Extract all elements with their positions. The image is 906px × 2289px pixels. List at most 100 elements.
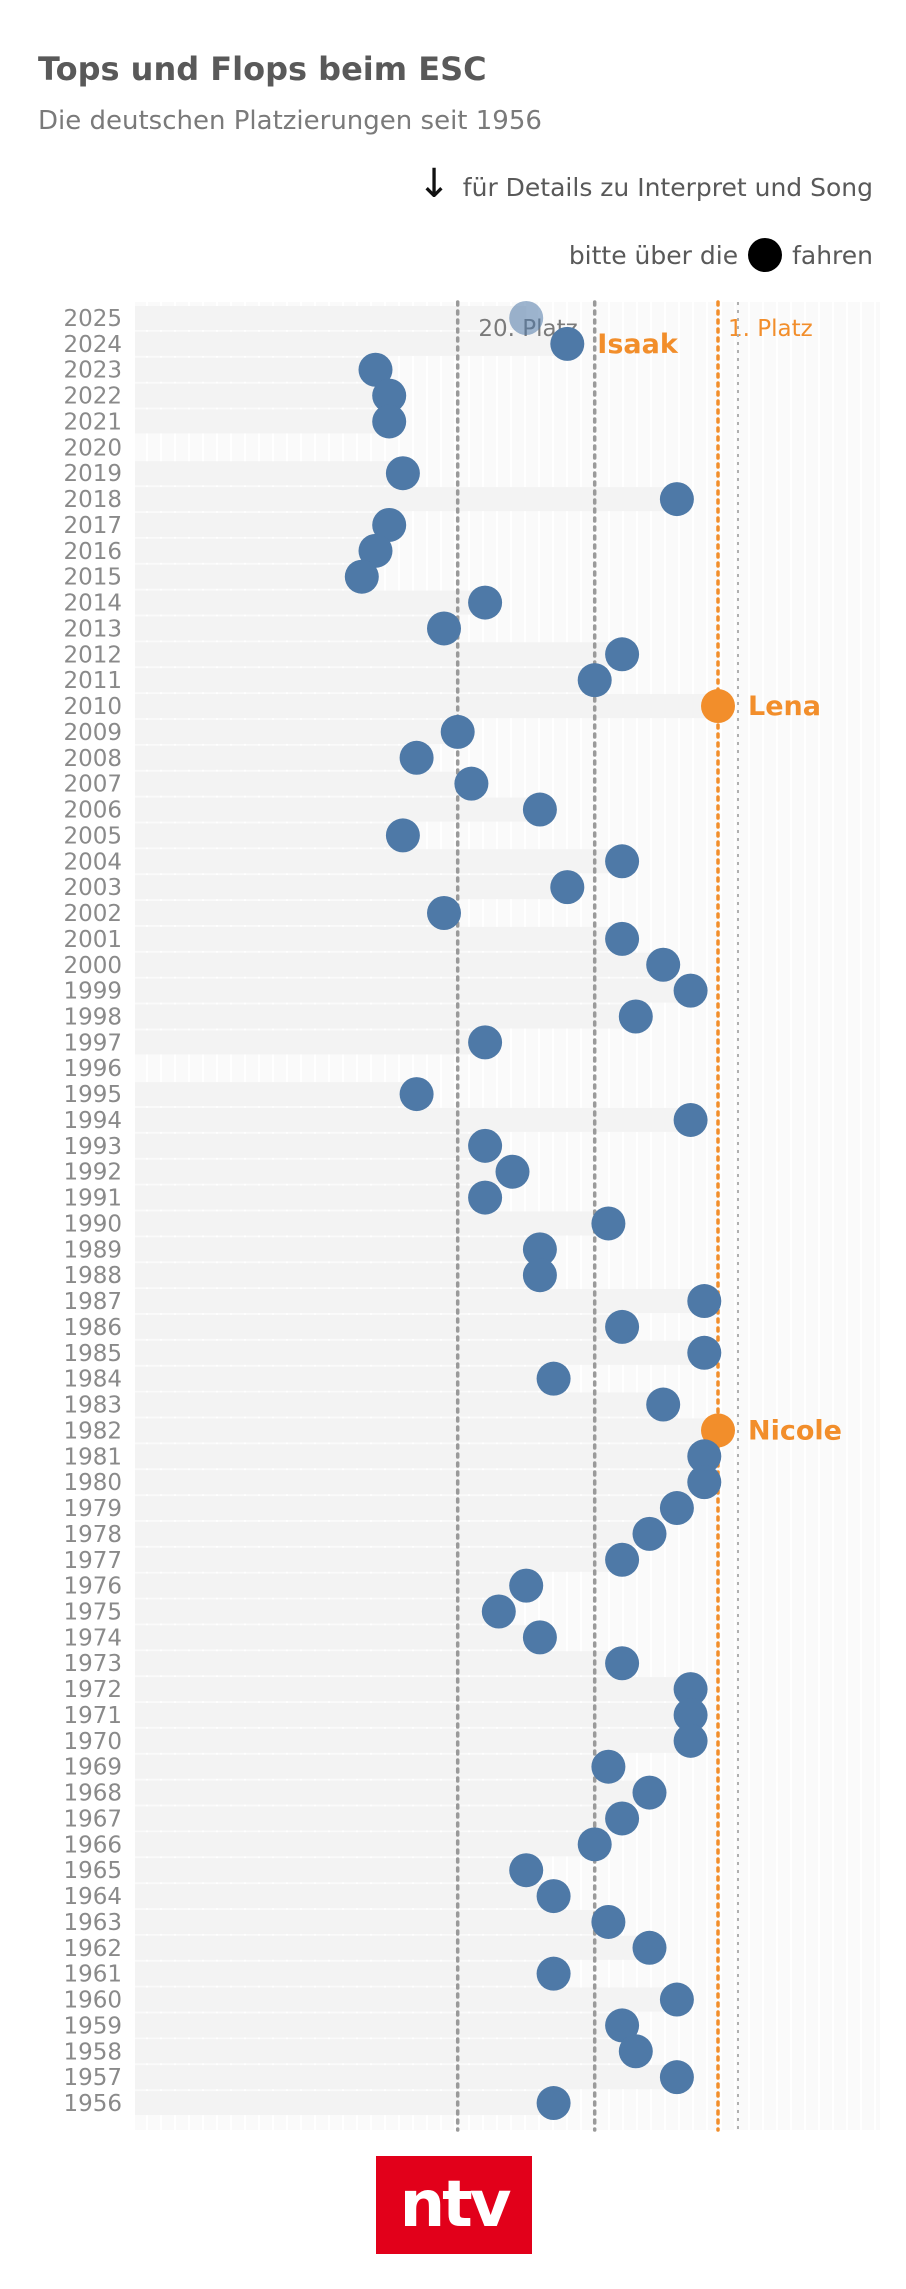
data-point[interactable] (632, 1516, 667, 1551)
data-point[interactable] (385, 456, 420, 491)
data-point[interactable] (673, 1697, 708, 1732)
data-point[interactable] (605, 1309, 640, 1344)
data-point[interactable] (701, 689, 735, 724)
data-point[interactable] (673, 1672, 708, 1707)
placement-band (135, 1185, 486, 1210)
year-label: 2014 (63, 591, 122, 617)
data-point[interactable] (659, 2060, 694, 2095)
data-point[interactable] (358, 352, 393, 387)
data-point[interactable] (344, 559, 379, 594)
data-point[interactable] (509, 1853, 544, 1888)
data-point[interactable] (591, 1749, 626, 1784)
data-point[interactable] (605, 1542, 640, 1577)
placement-band (135, 2039, 636, 2064)
data-point[interactable] (468, 1128, 503, 1163)
data-point[interactable] (687, 1335, 722, 1370)
data-point[interactable] (385, 818, 420, 853)
data-point[interactable] (468, 585, 503, 620)
data-point[interactable] (440, 714, 475, 749)
placement-band (135, 1832, 595, 1857)
placement-band (135, 1030, 486, 1055)
data-point[interactable] (591, 1206, 626, 1241)
data-point[interactable] (659, 1491, 694, 1526)
data-point[interactable] (427, 611, 461, 646)
placement-band (135, 1392, 664, 1417)
data-point[interactable] (618, 999, 653, 1034)
data-point[interactable] (358, 533, 393, 568)
data-point[interactable] (550, 326, 585, 361)
data-point[interactable] (646, 947, 681, 982)
data-point[interactable] (659, 1982, 694, 2017)
data-point[interactable] (399, 1077, 434, 1112)
data-point[interactable] (399, 740, 434, 775)
data-point[interactable] (605, 844, 640, 879)
year-label: 1996 (63, 1056, 122, 1082)
placement-band (135, 875, 568, 900)
data-point[interactable] (646, 1387, 681, 1422)
data-point[interactable] (673, 1102, 708, 1137)
data-point[interactable] (605, 637, 640, 672)
data-point[interactable] (372, 378, 407, 413)
data-point[interactable] (687, 1284, 722, 1319)
data-point[interactable] (522, 1620, 557, 1655)
data-point[interactable] (536, 1956, 571, 1991)
data-point[interactable] (468, 1180, 503, 1215)
data-point[interactable] (522, 1258, 557, 1293)
data-point[interactable] (468, 1025, 503, 1060)
data-point[interactable] (536, 1879, 571, 1914)
year-label: 1973 (63, 1651, 122, 1677)
data-point[interactable] (632, 1775, 667, 1810)
placement-band (135, 1780, 650, 1805)
data-point[interactable] (632, 1930, 667, 1965)
data-point[interactable] (605, 921, 640, 956)
year-label: 1994 (63, 1108, 122, 1134)
placement-band (135, 357, 376, 382)
data-point[interactable] (481, 1594, 516, 1629)
data-point[interactable] (673, 1723, 708, 1758)
data-point[interactable] (372, 404, 407, 439)
data-point[interactable] (372, 507, 407, 542)
placement-band (135, 1133, 486, 1158)
data-point[interactable] (605, 2008, 640, 2043)
year-label: 1981 (63, 1444, 122, 1470)
placement-band (135, 1961, 554, 1986)
data-point[interactable] (509, 1568, 544, 1603)
data-point[interactable] (701, 1413, 735, 1448)
placement-band (135, 1470, 705, 1495)
year-label: 1989 (63, 1237, 122, 1263)
placement-band (135, 1107, 691, 1132)
data-point[interactable] (605, 1801, 640, 1836)
year-label: 2017 (63, 513, 122, 539)
data-point[interactable] (550, 870, 585, 905)
data-point[interactable] (454, 766, 489, 801)
placement-band (135, 1237, 540, 1262)
data-point[interactable] (522, 792, 557, 827)
data-point[interactable] (673, 973, 708, 1008)
point-label: Lena (748, 691, 821, 722)
data-point[interactable] (687, 1465, 722, 1500)
placement-band (135, 2013, 623, 2038)
placement-band (135, 668, 595, 693)
data-point[interactable] (427, 896, 461, 931)
data-point[interactable] (536, 2086, 571, 2121)
data-point[interactable] (687, 1439, 722, 1474)
placement-band (135, 616, 444, 641)
data-point[interactable] (577, 663, 612, 698)
data-point[interactable] (536, 1361, 571, 1396)
data-point[interactable] (605, 1646, 640, 1681)
placement-band (135, 1599, 499, 1624)
data-point[interactable] (659, 482, 694, 517)
hover-hint-line1: ↓ für Details zu Interpret und Song (417, 164, 873, 204)
placement-band (135, 1289, 705, 1314)
placement-band (135, 1728, 691, 1753)
data-point[interactable] (577, 1827, 612, 1862)
year-label: 2012 (63, 642, 122, 668)
data-point[interactable] (495, 1154, 530, 1189)
data-point[interactable] (522, 1232, 557, 1267)
year-label: 1978 (63, 1522, 122, 1548)
year-label: 1967 (63, 1806, 122, 1832)
data-point[interactable] (509, 301, 544, 335)
year-label: 1965 (63, 1858, 122, 1884)
data-point[interactable] (591, 1904, 626, 1939)
data-point[interactable] (618, 2034, 653, 2069)
